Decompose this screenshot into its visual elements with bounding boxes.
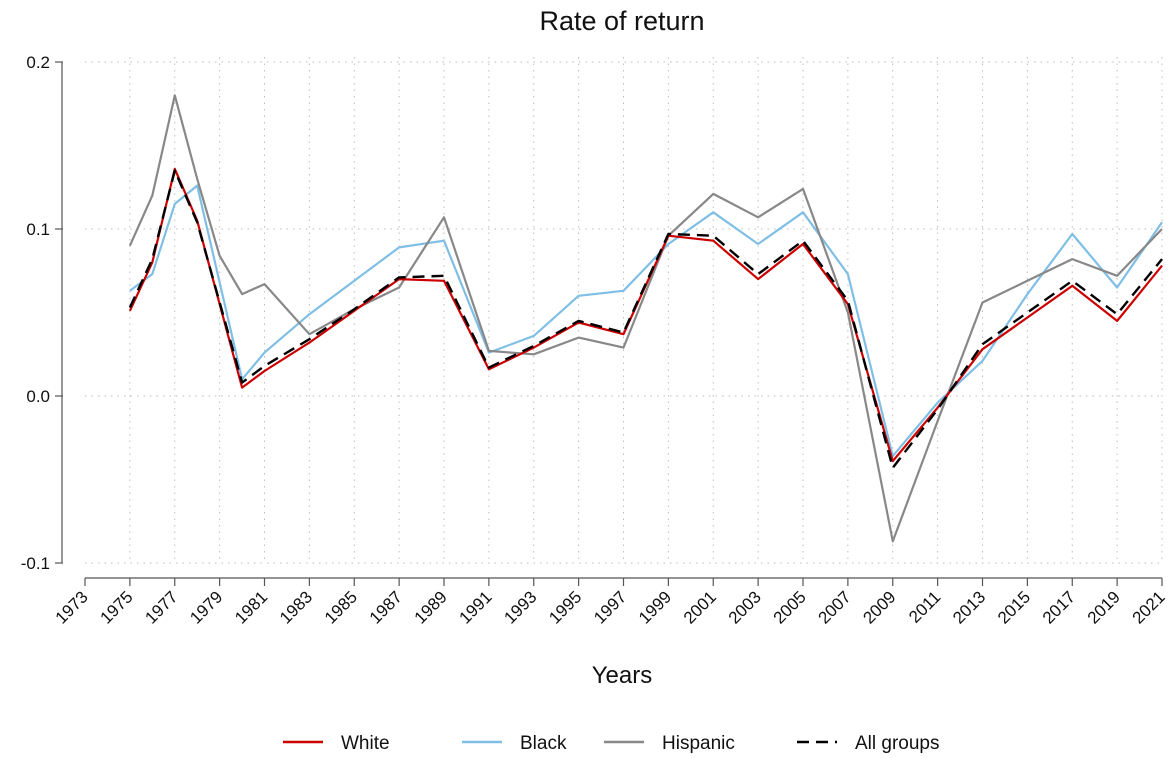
legend-item-all-groups: All groups (797, 733, 940, 754)
x-tick-label: 2019 (1084, 587, 1124, 627)
y-tick-label: 0.2 (26, 53, 50, 72)
x-tick-label: 2013 (949, 587, 989, 627)
x-tick-label: 2009 (859, 587, 899, 627)
y-tick-label: 0.1 (26, 220, 50, 239)
series-lines (128, 94, 1163, 543)
series-line-hispanic (128, 94, 1163, 543)
legend-label: White (341, 733, 390, 754)
x-tick-label: 1979 (186, 587, 226, 627)
legend-item-black: Black (462, 733, 567, 754)
y-tick-label: 0.0 (26, 387, 50, 406)
x-tick-label: 1983 (276, 587, 316, 627)
chart-title: Rate of return (539, 6, 704, 36)
x-tick-label: 1977 (141, 587, 181, 627)
x-tick-label: 1991 (456, 587, 496, 627)
legend-item-hispanic: Hispanic (604, 733, 735, 754)
series-line-all-groups (128, 169, 1163, 469)
x-tick-label: 1987 (366, 587, 406, 627)
x-tick-label: 1997 (590, 587, 630, 627)
x-tick-label: 2007 (815, 587, 855, 627)
y-tick-label: -0.1 (21, 554, 50, 573)
x-axis-title: Years (592, 662, 653, 689)
legend-label: Black (520, 733, 567, 754)
legend-label: Hispanic (662, 733, 735, 754)
legend: White Black Hispanic All groups (283, 733, 940, 754)
x-tick-label: 2011 (905, 587, 944, 626)
gridlines (85, 57, 1163, 564)
x-tick-label: 1975 (97, 587, 137, 627)
x-tick-label: 2001 (680, 587, 720, 627)
legend-item-white: White (283, 733, 390, 754)
x-tick-label: 1973 (52, 587, 92, 627)
x-tick-label: 1981 (231, 587, 271, 627)
x-tick-label: 2021 (1129, 587, 1169, 627)
series-line-white (128, 167, 1163, 463)
x-tick-label: 1989 (411, 587, 451, 627)
x-tick-label: 1999 (635, 587, 675, 627)
x-tick-label: 1995 (545, 587, 585, 627)
x-tick-label: 1993 (500, 587, 540, 627)
legend-label: All groups (855, 733, 940, 754)
x-tick-label: 2005 (770, 587, 810, 627)
x-tick-label: 2003 (725, 587, 765, 627)
x-tick-label: 1985 (321, 587, 361, 627)
series-line-black (129, 184, 1163, 458)
x-tick-label: 2017 (1039, 587, 1079, 627)
x-tick-label: 2015 (994, 587, 1034, 627)
